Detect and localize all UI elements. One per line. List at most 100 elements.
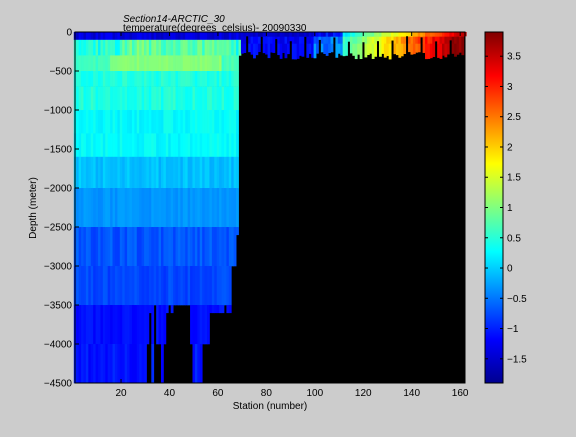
heatmap-cell xyxy=(330,36,334,44)
heatmap-cell xyxy=(180,32,184,41)
x-tick-label: 20 xyxy=(115,388,127,399)
heatmap-cell xyxy=(110,86,113,111)
heatmap-cell xyxy=(248,32,252,37)
heatmap-cell xyxy=(456,43,460,55)
heatmap-cell xyxy=(226,110,230,134)
heatmap-cell xyxy=(187,188,191,228)
heatmap-cell xyxy=(170,305,174,314)
heatmap-cell xyxy=(90,344,94,384)
heatmap-cell xyxy=(417,43,421,53)
heatmap-cell xyxy=(369,43,373,54)
heatmap-cell xyxy=(134,86,138,111)
heatmap-cell xyxy=(90,266,94,306)
heatmap-cell xyxy=(90,55,94,72)
heatmap-cell xyxy=(420,32,424,37)
heatmap-cell xyxy=(451,43,455,54)
heatmap-cell xyxy=(383,36,387,44)
heatmap-cell xyxy=(98,55,101,72)
heatmap-cell xyxy=(192,86,196,111)
heatmap-cell xyxy=(114,266,118,306)
heatmap-cell xyxy=(236,39,239,56)
heatmap-cell xyxy=(160,86,164,111)
heatmap-cell xyxy=(439,43,443,59)
heatmap-cell xyxy=(146,156,150,189)
heatmap-cell xyxy=(228,39,232,56)
heatmap-cell xyxy=(139,188,143,228)
heatmap-cell xyxy=(400,43,404,57)
heatmap-cell xyxy=(170,156,174,189)
heatmap-cell xyxy=(231,86,235,111)
heatmap-cell xyxy=(100,86,104,111)
heatmap-cell xyxy=(328,36,331,44)
heatmap-cell xyxy=(202,39,205,56)
heatmap-cell xyxy=(107,39,111,56)
heatmap-cell xyxy=(182,133,186,158)
heatmap-cell xyxy=(127,39,130,56)
heatmap-cell xyxy=(197,86,201,111)
heatmap-cell xyxy=(83,266,87,306)
heatmap-cell xyxy=(257,32,261,37)
heatmap-cell xyxy=(221,156,225,189)
heatmap-cell xyxy=(136,39,140,56)
heatmap-cell xyxy=(320,36,324,44)
heatmap-cell xyxy=(214,133,218,158)
heatmap-cell xyxy=(282,32,285,37)
heatmap-cell xyxy=(114,71,118,87)
heatmap-cell xyxy=(395,36,399,44)
heatmap-cell xyxy=(194,39,198,56)
heatmap-cell xyxy=(456,32,460,37)
heatmap-cell xyxy=(127,156,130,189)
heatmap-cell xyxy=(170,227,174,267)
heatmap-cell xyxy=(158,266,162,306)
heatmap-cell xyxy=(260,32,264,37)
heatmap-cell xyxy=(248,36,252,44)
heatmap-cell xyxy=(415,43,419,53)
heatmap-cell xyxy=(461,36,465,44)
heatmap-cell xyxy=(173,188,176,228)
heatmap-cell xyxy=(148,305,152,314)
x-tick-label: 40 xyxy=(164,388,176,399)
heatmap-cell xyxy=(209,266,213,306)
heatmap-cell xyxy=(177,32,181,41)
heatmap-cell xyxy=(156,133,159,158)
heatmap-cell xyxy=(163,188,167,228)
heatmap-cell xyxy=(100,227,104,267)
heatmap-cell xyxy=(301,43,305,57)
heatmap-cell xyxy=(226,32,230,41)
heatmap-cell xyxy=(185,156,189,189)
heatmap-cell xyxy=(134,39,138,56)
heatmap-cell xyxy=(175,227,179,267)
heatmap-cell xyxy=(146,266,150,306)
heatmap-cell xyxy=(95,266,99,306)
heatmap-cell xyxy=(129,227,133,267)
heatmap-cell xyxy=(156,305,159,345)
heatmap-cell xyxy=(192,32,196,41)
heatmap-cell xyxy=(226,305,230,314)
heatmap-cell xyxy=(148,71,152,87)
heatmap-cell xyxy=(192,266,196,306)
heatmap-cell xyxy=(439,32,443,37)
heatmap-cell xyxy=(81,71,84,87)
heatmap-cell xyxy=(223,110,227,134)
heatmap-cell xyxy=(233,156,237,189)
heatmap-cell xyxy=(182,39,186,56)
heatmap-cell xyxy=(190,305,193,345)
heatmap-cell xyxy=(83,39,87,56)
heatmap-cell xyxy=(117,305,121,345)
heatmap-cell xyxy=(219,39,222,56)
heatmap-cell xyxy=(226,188,230,228)
heatmap-cell xyxy=(194,156,198,189)
heatmap-cell xyxy=(158,156,162,189)
heatmap-cell xyxy=(177,133,181,158)
heatmap-cell xyxy=(180,39,184,56)
heatmap-cell xyxy=(209,55,213,72)
heatmap-cell xyxy=(160,266,164,306)
heatmap-cell xyxy=(192,305,196,345)
heatmap-cell xyxy=(146,227,150,267)
heatmap-cell xyxy=(112,344,116,384)
heatmap-cell xyxy=(177,110,181,134)
heatmap-cell xyxy=(316,43,319,54)
heatmap-cell xyxy=(228,156,232,189)
heatmap-cell xyxy=(207,32,210,41)
heatmap-cell xyxy=(156,188,159,228)
